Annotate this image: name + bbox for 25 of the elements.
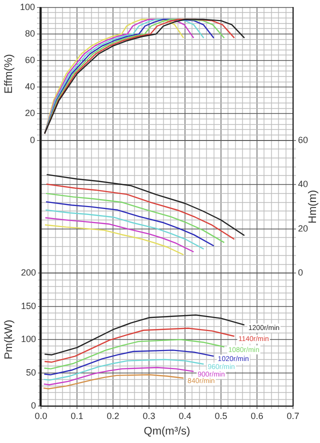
y3-tick-label: 60 — [24, 55, 35, 66]
y3-tick-label: 20 — [24, 108, 35, 118]
x-axis-title: Qm(m³/s) — [144, 425, 190, 438]
y-tick-label: 200 — [20, 268, 36, 278]
x-tick-label: 0.0 — [34, 410, 48, 421]
y-axis-title: Pm(kW) — [3, 320, 16, 360]
y3-tick-label: 40 — [24, 82, 35, 92]
x-tick-label: 0.4 — [178, 410, 192, 421]
y2-tick-label: 40 — [298, 179, 308, 190]
y2-tick-label: 60 — [298, 134, 308, 145]
y2-tick-label: 0 — [298, 268, 304, 278]
x-tick-label: 0.7 — [286, 410, 300, 421]
y-tick-label: 100 — [20, 334, 36, 344]
y3-axis-title: Effm(%) — [3, 54, 16, 94]
y3-tick-label: 80 — [24, 28, 35, 38]
x-tick-label: 0.2 — [106, 410, 120, 421]
y-tick-label: 150 — [20, 300, 36, 311]
x-tick-label: 0.6 — [250, 410, 264, 421]
x-tick-label: 0.5 — [214, 410, 228, 421]
y-tick-label: 0 — [30, 400, 36, 410]
x-tick-label: 0.1 — [70, 410, 84, 421]
y2-axis-title: Hm(m) — [307, 190, 320, 224]
y-tick-label: 50 — [26, 367, 36, 378]
y2-tick-label: 20 — [298, 223, 308, 234]
x-tick-label: 0.3 — [142, 410, 156, 421]
